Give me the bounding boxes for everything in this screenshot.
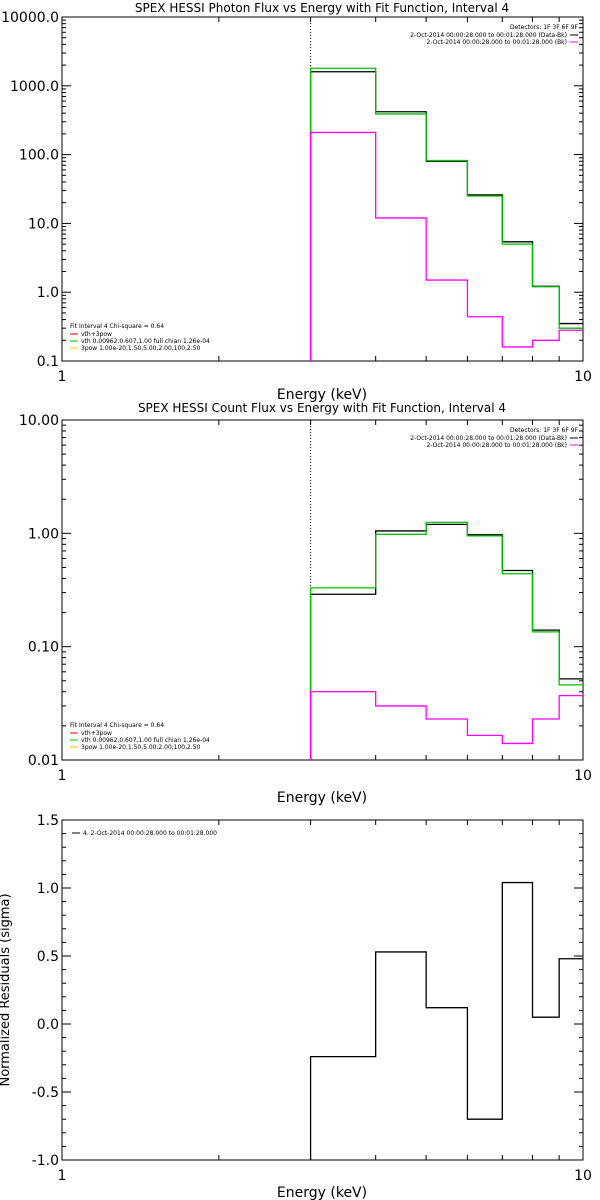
photon-flux-x-axis-label: Energy (keV): [277, 387, 367, 403]
x-tick-label: 1: [58, 369, 67, 385]
legend-entry: vth+3pow: [81, 730, 112, 737]
y-tick-label: 1.0: [37, 285, 59, 301]
count-flux-x-axis-label: Energy (keV): [277, 790, 367, 806]
y-tick-label: 0.10: [28, 640, 59, 656]
count-flux-title: SPEX HESSI Count Flux vs Energy with Fit…: [138, 401, 506, 415]
y-tick-label: 1.5: [37, 813, 59, 829]
y-tick-label: 1000.0: [10, 79, 59, 95]
legend-entry: 3pow 1.00e-20,1.50,5.00,2.00,100,2.50: [81, 345, 201, 352]
legend-entry: vth 0.00962,0.607,1.00 full chian 1.26e-…: [81, 338, 210, 345]
photon-flux-panel: SPEX HESSI Photon Flux vs Energy with Fi…: [1, 1, 592, 403]
x-tick-label: 10: [574, 369, 592, 385]
legend-entry: vth 0.00962,0.607,1.00 full chian 1.26e-…: [81, 737, 210, 744]
legend-header: Detectors: 1F 3F 6F 9F: [510, 24, 579, 31]
residuals-y-axis-label: Normalized Residuals (sigma): [0, 893, 13, 1086]
residuals-panel: Normalized Residuals (sigma) Energy (keV…: [0, 813, 592, 1200]
plot-frame: [61, 819, 584, 1161]
y-tick-label: 100.0: [19, 148, 59, 164]
series-step-line: [309, 67, 583, 361]
x-tick-label: 1: [58, 768, 67, 784]
y-tick-label: 0.0: [37, 1017, 59, 1033]
y-tick-label: -1.0: [32, 1153, 59, 1169]
x-tick-label: 10: [574, 768, 592, 784]
series-step-line: [309, 131, 583, 361]
y-tick-label: 10.0: [28, 216, 59, 232]
plot-frame: [61, 419, 584, 761]
residuals-x-axis-label: Energy (keV): [277, 1185, 367, 1200]
count-flux-panel: SPEX HESSI Count Flux vs Energy with Fit…: [19, 401, 592, 806]
legend-entry: 2-Oct-2014 00:00:28.000 to 00:01:28.000 …: [410, 32, 567, 39]
series-step-line: [309, 881, 583, 1160]
legend-entry: 2-Oct-2014 00:00:28.000 to 00:01:28.000 …: [427, 442, 568, 449]
legend-entry: vth+3pow: [81, 331, 112, 338]
legend-entry: 2-Oct-2014 00:00:28.000 to 00:01:28.000 …: [427, 39, 568, 46]
plot-frame: [61, 16, 584, 362]
series-step-line: [309, 691, 583, 760]
series-step-line: [309, 521, 583, 760]
y-tick-label: 0.5: [37, 949, 59, 965]
legend-entry: 2-Oct-2014 00:00:28.000 to 00:01:28.000 …: [410, 435, 567, 442]
legend-header: Detectors: 1F 3F 6F 9F: [510, 427, 579, 434]
legend-entry: 4. 2-Oct-2014 00:00:28.000 to 00:01:28.0…: [83, 830, 217, 837]
y-tick-label: 10000.0: [1, 10, 59, 26]
y-tick-label: 1.0: [37, 881, 59, 897]
series-step-line: [309, 71, 583, 361]
legend-header: Fit Interval 4 Chi-square = 0.64: [70, 722, 164, 729]
series-step-line: [309, 523, 583, 760]
x-tick-label: 1: [58, 1168, 67, 1184]
legend-entry: 3pow 1.00e-20,1.50,5.00,2.00,100,2.50: [81, 744, 201, 751]
y-tick-label: 0.1: [37, 354, 59, 370]
legend-header: Fit Interval 4 Chi-square = 0.64: [70, 323, 164, 330]
y-tick-label: 0.01: [28, 753, 59, 769]
y-tick-label: 1.00: [28, 526, 59, 542]
x-tick-label: 10: [574, 1168, 592, 1184]
y-tick-label: -0.5: [32, 1085, 59, 1101]
photon-flux-title: SPEX HESSI Photon Flux vs Energy with Fi…: [135, 1, 509, 15]
y-tick-label: 10.00: [19, 413, 59, 429]
